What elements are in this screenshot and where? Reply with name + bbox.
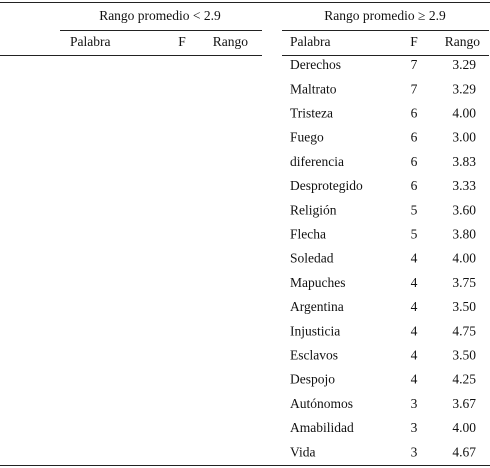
frequency-cell: 4 [411, 347, 418, 362]
rank-cell: 4.00 [452, 105, 476, 120]
frequency-cell: 6 [411, 105, 418, 120]
frequency-cell: 4 [411, 251, 418, 266]
frequency-cell: 4 [411, 372, 418, 387]
rank-cell: 3.29 [452, 81, 476, 96]
word-cell: Argentina [290, 299, 344, 314]
frequency-cell: 6 [411, 130, 418, 145]
rank-cell: 3.50 [452, 299, 476, 314]
word-cell: diferencia [290, 154, 344, 169]
word-cell: Esclavos [290, 347, 338, 362]
column-header: Rango [445, 34, 480, 49]
word-cell: Injusticia [290, 323, 340, 338]
word-cell: Mapuches [290, 275, 345, 290]
column-header: F [178, 34, 186, 49]
rank-cell: 4.25 [452, 372, 476, 387]
column-header: Palabra [70, 34, 110, 49]
group-header: Rango promedio < 2.9 [99, 8, 221, 23]
rank-cell: 4.00 [452, 251, 476, 266]
frequency-cell: 3 [411, 396, 418, 411]
frequency-cell: 6 [411, 178, 418, 193]
word-cell: Maltrato [290, 81, 337, 96]
rank-cell: 3.00 [452, 130, 476, 145]
word-cell: Religión [290, 202, 337, 217]
rank-cell: 3.29 [452, 57, 476, 72]
word-cell: Derechos [290, 57, 341, 72]
frequency-cell: 5 [411, 226, 418, 241]
word-cell: Flecha [290, 226, 326, 241]
rank-cell: 3.60 [452, 202, 476, 217]
frequency-cell: 3 [411, 444, 418, 459]
rank-cell: 3.75 [452, 275, 476, 290]
word-cell: Amabilidad [290, 420, 354, 435]
column-header: Rango [213, 34, 248, 49]
frequency-cell: 7 [411, 81, 418, 96]
frequency-cell: 4 [411, 323, 418, 338]
frequency-cell: 5 [411, 202, 418, 217]
word-cell: Tristeza [290, 105, 333, 120]
rank-cell: 4.75 [452, 323, 476, 338]
frequency-cell: 4 [411, 275, 418, 290]
rank-cell: 4.67 [452, 444, 476, 459]
rank-cell: 3.50 [452, 347, 476, 362]
frequency-cell: 3 [411, 420, 418, 435]
word-cell: Desprotegido [290, 178, 363, 193]
word-cell: Soledad [290, 251, 334, 266]
word-cell: Vida [290, 444, 315, 459]
rank-cell: 3.33 [452, 178, 476, 193]
rank-cell: 4.00 [452, 420, 476, 435]
frequency-cell: 6 [411, 154, 418, 169]
frequency-cell: 7 [411, 57, 418, 72]
word-cell: Autónomos [290, 396, 353, 411]
word-cell: Despojo [290, 372, 335, 387]
column-header: F [410, 34, 418, 49]
group-header: Rango promedio ≥ 2.9 [324, 8, 446, 23]
word-cell: Fuego [290, 130, 324, 145]
rank-cell: 3.83 [452, 154, 476, 169]
rank-cell: 3.67 [452, 396, 476, 411]
column-header: Palabra [290, 34, 330, 49]
rank-cell: 3.80 [452, 226, 476, 241]
frequency-cell: 4 [411, 299, 418, 314]
